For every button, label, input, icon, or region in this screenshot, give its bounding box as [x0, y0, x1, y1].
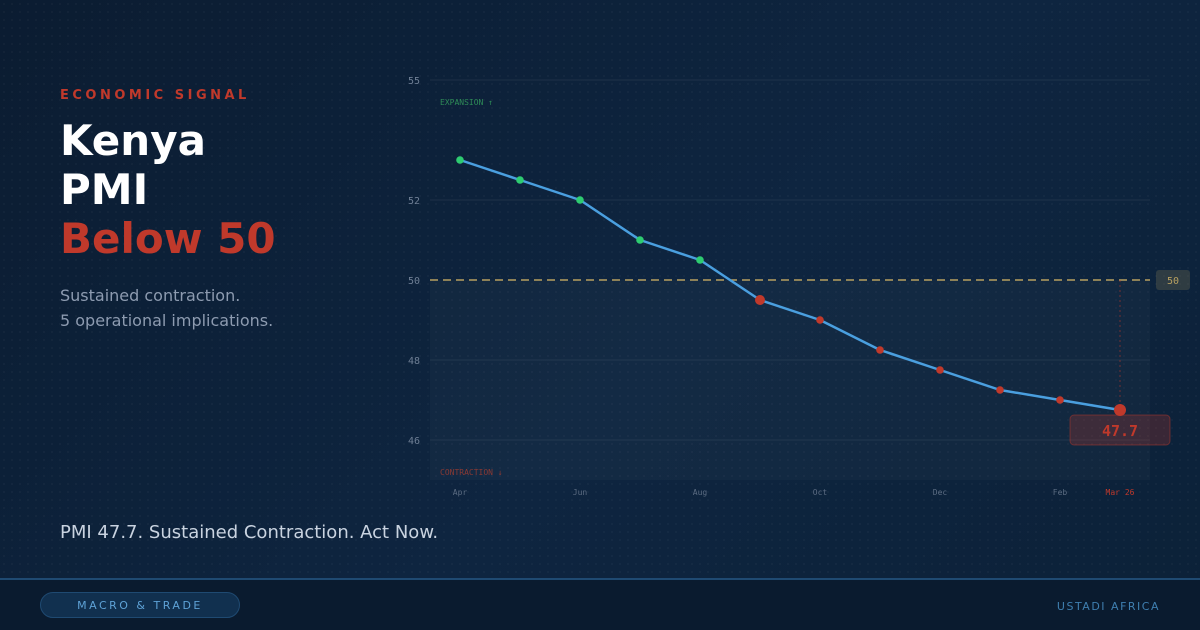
data-point — [755, 295, 765, 305]
y-tick-label: 50 — [408, 276, 420, 287]
threshold-label: 50 — [1167, 276, 1179, 287]
data-point — [876, 346, 884, 354]
pmi-series-line — [459, 158, 1121, 412]
x-tick-label: Jun — [573, 488, 588, 497]
value-callout-label: 47.7 — [1102, 422, 1138, 440]
data-point — [456, 156, 464, 164]
x-tick-label: Aug — [693, 488, 708, 497]
subtitle-line-1: Sustained contraction. — [60, 286, 241, 305]
footer-divider — [0, 578, 1200, 580]
y-tick-label: 46 — [408, 436, 420, 447]
subtitle-line-2: 5 operational implications. — [60, 311, 274, 330]
category-badge: MACRO & TRADE — [40, 592, 240, 618]
contraction-zone-label: CONTRACTION ↓ — [440, 468, 503, 477]
data-point — [816, 316, 824, 324]
data-point — [516, 176, 524, 184]
subtitle: Sustained contraction. 5 operational imp… — [60, 283, 273, 333]
tagline: PMI 47.7. Sustained Contraction. Act Now… — [60, 522, 439, 543]
title-line-metric: PMI — [60, 165, 149, 214]
data-point — [636, 236, 644, 244]
value-callout-box — [1069, 414, 1171, 446]
data-point — [996, 386, 1004, 394]
x-tick-label: Dec — [933, 488, 948, 497]
brand-name: USTADI AFRICA — [1056, 600, 1160, 613]
y-tick-label: 52 — [408, 196, 420, 207]
x-tick-label: Apr — [453, 488, 468, 497]
y-tick-label: 55 — [408, 76, 420, 87]
threshold-badge — [1156, 270, 1190, 290]
expansion-zone-label: EXPANSION ↑ — [440, 98, 493, 107]
eyebrow-label: ECONOMIC SIGNAL — [60, 88, 250, 103]
title-line-signal: Below 50 — [60, 214, 276, 263]
highlight-data-point — [1114, 404, 1126, 416]
footer-bar: MACRO & TRADE USTADI AFRICA — [0, 580, 1200, 630]
data-point — [936, 366, 944, 374]
data-point — [1056, 396, 1064, 404]
data-point — [576, 196, 584, 204]
data-point — [696, 256, 704, 264]
page-title: Kenya PMI Below 50 — [60, 116, 276, 263]
x-tick-label: Oct — [813, 488, 828, 497]
title-line-country: Kenya — [60, 116, 206, 165]
x-tick-label: Feb — [1053, 488, 1068, 497]
y-tick-label: 48 — [408, 356, 420, 367]
x-tick-label: Mar 26 — [1106, 488, 1135, 497]
